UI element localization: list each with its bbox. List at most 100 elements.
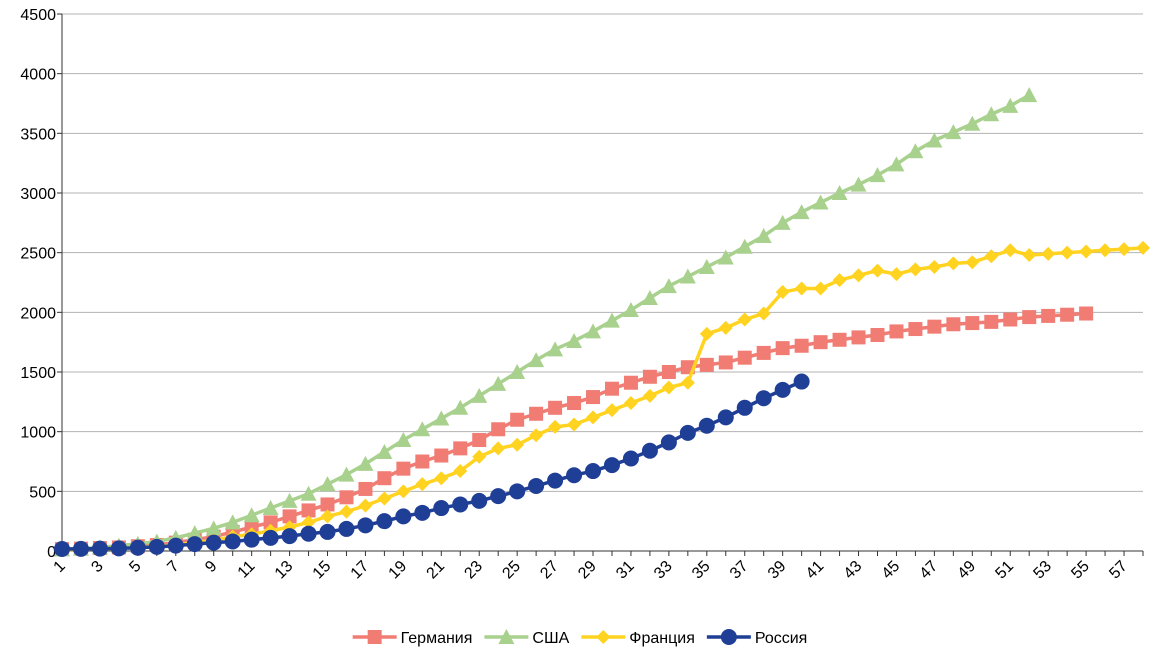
data-point	[907, 143, 924, 159]
data-point	[718, 320, 733, 335]
data-point	[604, 403, 619, 418]
data-point	[736, 238, 753, 254]
x-tick-label: 23	[461, 558, 486, 583]
data-point	[129, 539, 146, 556]
data-point	[946, 256, 961, 271]
data-point	[1003, 312, 1018, 327]
data-point	[889, 267, 904, 282]
data-point	[319, 523, 336, 540]
data-point	[529, 428, 544, 443]
y-tick-label: 4000	[20, 67, 56, 84]
data-point	[453, 464, 468, 479]
y-tick-label: 3500	[20, 126, 56, 143]
data-point	[774, 214, 791, 230]
data-point	[774, 381, 791, 398]
data-point	[926, 132, 943, 148]
data-point	[224, 533, 241, 550]
data-point	[548, 419, 563, 434]
legend-marker	[596, 630, 611, 644]
data-point	[1003, 243, 1018, 258]
data-point	[567, 417, 582, 432]
data-point	[547, 472, 564, 489]
data-point	[851, 330, 866, 345]
data-point	[870, 263, 885, 278]
series-line	[61, 379, 803, 551]
data-point	[490, 375, 507, 391]
data-point	[300, 525, 317, 542]
data-point	[832, 332, 847, 347]
x-tick-label: 41	[803, 558, 828, 583]
data-point	[585, 463, 602, 480]
data-point	[945, 124, 962, 140]
data-point	[604, 381, 619, 396]
data-point	[91, 540, 108, 557]
data-point	[965, 255, 980, 270]
data-point	[927, 259, 942, 274]
data-point	[1002, 97, 1019, 113]
data-point	[642, 369, 657, 384]
data-point	[567, 396, 582, 411]
data-point	[510, 412, 525, 427]
x-tick-label: 55	[1068, 558, 1093, 583]
data-point	[148, 538, 165, 555]
data-point	[415, 454, 430, 469]
legend: Германия США Франция Россия	[352, 629, 807, 647]
data-point	[888, 156, 905, 172]
data-point	[434, 471, 449, 486]
data-point	[243, 531, 260, 548]
data-point	[472, 449, 487, 464]
data-point	[737, 312, 752, 327]
data-point	[396, 484, 411, 499]
data-point	[927, 319, 942, 334]
data-point	[434, 448, 449, 463]
data-point	[699, 326, 714, 341]
data-point	[755, 390, 772, 407]
x-tick-label: 1	[51, 558, 69, 576]
data-point	[1117, 242, 1132, 257]
data-point	[376, 443, 393, 459]
data-point	[376, 513, 393, 530]
x-tick-label: 43	[841, 558, 866, 583]
data-point	[717, 249, 734, 265]
data-point	[414, 504, 431, 521]
data-point	[357, 455, 374, 471]
data-point	[1021, 87, 1038, 103]
data-point	[1022, 248, 1037, 263]
data-point	[622, 450, 639, 467]
data-point	[965, 316, 980, 331]
data-point	[357, 517, 374, 534]
data-point	[453, 441, 468, 456]
data-point	[984, 249, 999, 264]
data-point	[244, 520, 259, 535]
data-point	[205, 534, 222, 551]
data-point	[908, 262, 923, 277]
x-tick-label: 21	[424, 558, 449, 583]
legend-label: Франция	[629, 630, 695, 647]
data-point	[1079, 306, 1094, 321]
x-tick-label: 5	[126, 558, 144, 576]
data-point	[509, 364, 526, 379]
data-point	[396, 461, 411, 476]
y-tick-label: 3000	[20, 186, 56, 203]
legend-marker	[720, 629, 737, 645]
data-point	[167, 537, 184, 554]
data-point	[1060, 307, 1075, 322]
data-point	[718, 355, 733, 370]
data-point	[603, 312, 620, 328]
x-tick-label: 27	[537, 558, 562, 583]
data-point	[548, 400, 563, 415]
data-point	[794, 281, 809, 296]
x-tick-label: 49	[955, 558, 980, 583]
data-point	[509, 483, 526, 500]
x-tick-label: 47	[917, 558, 942, 583]
data-point	[641, 290, 658, 306]
data-point	[529, 406, 544, 421]
data-point	[471, 387, 488, 403]
data-point	[660, 278, 677, 294]
data-point	[1041, 246, 1056, 261]
data-point	[566, 467, 583, 484]
y-tick-label: 0	[47, 544, 56, 561]
data-point	[870, 328, 885, 343]
data-point	[433, 500, 450, 517]
data-point	[793, 204, 810, 220]
